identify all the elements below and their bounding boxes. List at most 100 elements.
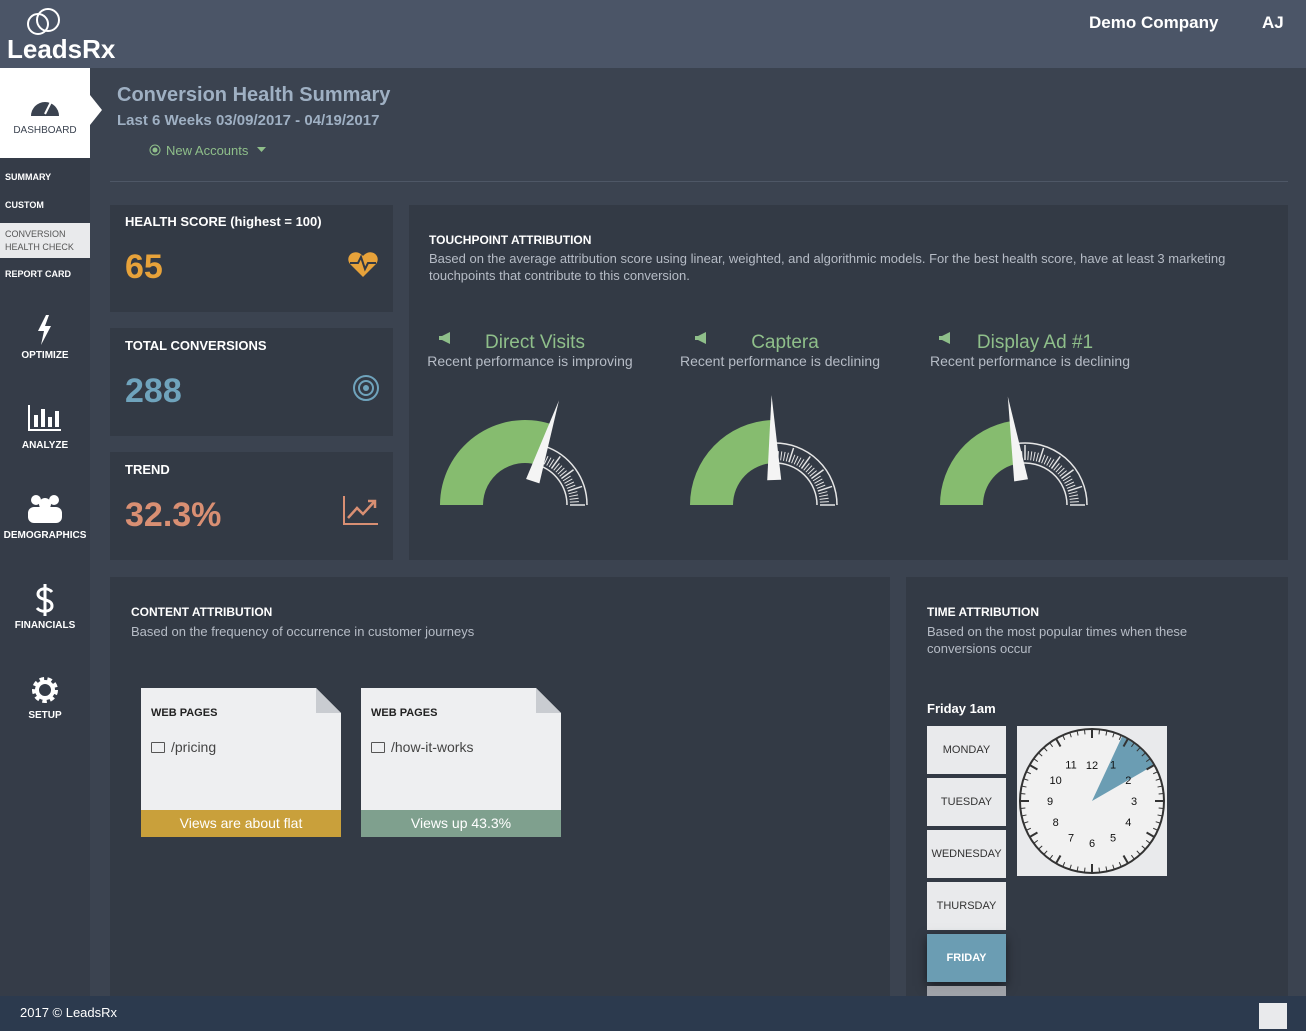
nav-item[interactable]: ANALYZE bbox=[21, 440, 69, 451]
gauge-tick bbox=[557, 467, 565, 475]
target-icon bbox=[353, 375, 379, 401]
gauge-tick bbox=[1038, 447, 1045, 463]
day-button[interactable]: FRIDAY bbox=[927, 934, 1006, 982]
gauge-tick bbox=[1041, 454, 1046, 464]
touchpoint-name: Display Ad #1 bbox=[977, 332, 1093, 353]
gauge-tick bbox=[816, 484, 826, 489]
divider bbox=[110, 181, 1288, 182]
gauge-tick bbox=[1043, 455, 1049, 465]
gauge-fill bbox=[940, 421, 1019, 505]
clock-tick bbox=[1043, 747, 1048, 752]
clock-tick bbox=[1105, 730, 1108, 736]
gauge-tick bbox=[785, 452, 789, 462]
stat-label: TOTAL CONVERSIONS bbox=[125, 338, 267, 353]
dashboard-icon bbox=[31, 101, 59, 116]
day-button[interactable]: THURSDAY bbox=[927, 882, 1006, 930]
stat-label: TREND bbox=[125, 462, 170, 477]
clock-number: 6 bbox=[1089, 838, 1095, 850]
clock-tick bbox=[1130, 854, 1135, 860]
nav-item[interactable]: DEMOGRAPHICS bbox=[3, 530, 87, 541]
gauge-tick bbox=[812, 475, 821, 482]
stat-value: 288 bbox=[125, 372, 182, 410]
gauge-tick bbox=[819, 494, 829, 498]
gauge-tick bbox=[815, 481, 825, 487]
subnav-item[interactable]: CONVERSION HEALTH CHECK bbox=[5, 229, 74, 252]
gauge-ring bbox=[773, 442, 838, 506]
panel-description: Based on the most popular times when the… bbox=[927, 624, 1188, 656]
header bbox=[0, 0, 1306, 68]
clock-tick bbox=[1141, 845, 1146, 850]
clock-tick bbox=[1021, 814, 1027, 817]
gauge-tick bbox=[1048, 459, 1055, 468]
gauge-tick bbox=[550, 456, 561, 470]
touchpoint-name: Direct Visits bbox=[485, 332, 585, 353]
panel-description: Based on the frequency of occurrence in … bbox=[131, 624, 475, 639]
nav-item[interactable]: OPTIMIZE bbox=[21, 350, 69, 361]
clock-tick bbox=[1023, 821, 1029, 824]
panel-description: Based on the average attribution score u… bbox=[429, 251, 1226, 283]
clock-tick bbox=[1023, 778, 1029, 781]
scroll-button[interactable] bbox=[1259, 1003, 1287, 1029]
clock-tick bbox=[1076, 866, 1079, 872]
clock-number: 1 bbox=[1110, 760, 1116, 772]
page-title: Conversion Health Summary bbox=[117, 84, 391, 106]
clock-tick bbox=[1020, 807, 1026, 810]
clock-tick bbox=[1158, 807, 1164, 810]
stat-value: 32.3% bbox=[125, 496, 222, 534]
gauge-needle bbox=[767, 395, 782, 481]
clock-tick bbox=[1069, 864, 1072, 870]
clock-tick bbox=[1029, 831, 1038, 838]
clock-tick bbox=[1021, 785, 1027, 788]
setup-icon bbox=[32, 677, 58, 703]
user-menu[interactable]: AJ bbox=[1262, 13, 1284, 32]
nav-item[interactable]: DASHBOARD bbox=[13, 125, 77, 136]
gauge-ring bbox=[543, 445, 588, 506]
nav-item[interactable]: FINANCIALS bbox=[14, 620, 76, 631]
stat-card bbox=[110, 205, 393, 312]
subnav-item[interactable]: REPORT CARD bbox=[5, 269, 72, 279]
gauge-tick bbox=[565, 481, 575, 487]
filter-dropdown[interactable]: New Accounts bbox=[166, 143, 249, 158]
gauge-ring bbox=[537, 464, 568, 506]
day-button[interactable]: WEDNESDAY bbox=[927, 830, 1006, 878]
clock-tick bbox=[1118, 735, 1122, 740]
gauge-tick bbox=[568, 491, 578, 495]
filter-icon bbox=[149, 144, 161, 156]
company-menu[interactable]: Demo Company bbox=[1089, 13, 1219, 32]
page-subtitle: Last 6 Weeks 03/09/2017 - 04/19/2017 bbox=[117, 112, 380, 129]
gauge-tick bbox=[819, 501, 829, 503]
gauge-tick bbox=[788, 447, 795, 463]
gauge-tick bbox=[569, 501, 579, 503]
logo[interactable]: LeadsRx bbox=[7, 34, 116, 64]
subnav-item[interactable]: SUMMARY bbox=[5, 172, 52, 182]
clock-tick bbox=[1055, 738, 1062, 747]
subnav-active bbox=[0, 223, 90, 258]
gauge-tick bbox=[803, 463, 810, 471]
clock-number: 5 bbox=[1110, 832, 1116, 844]
subnav-item[interactable]: CUSTOM bbox=[5, 200, 44, 210]
clock-tick bbox=[1062, 862, 1066, 867]
gauge-tick bbox=[553, 463, 560, 471]
megaphone-icon bbox=[939, 332, 950, 344]
day-button[interactable]: SATURDAY bbox=[927, 986, 1006, 996]
clock-tick bbox=[1155, 821, 1161, 824]
clock-tick bbox=[1118, 862, 1122, 867]
clock-number: 8 bbox=[1053, 817, 1059, 829]
touchpoint-note: Recent performance is declining bbox=[680, 353, 880, 369]
gauge-tick bbox=[818, 491, 828, 495]
nav-item[interactable]: SETUP bbox=[28, 710, 62, 721]
clock-tick bbox=[1105, 866, 1108, 872]
copyright: 2017 © LeadsRx bbox=[20, 1005, 118, 1020]
gauge-tick bbox=[548, 459, 555, 468]
gauge-tick bbox=[560, 469, 574, 480]
clock-number: 11 bbox=[1065, 760, 1076, 772]
logo-icon bbox=[27, 8, 60, 35]
gauge-tick bbox=[569, 497, 579, 500]
gauge-tick bbox=[1069, 497, 1079, 500]
clock-tick bbox=[1153, 827, 1158, 831]
day-button[interactable]: MONDAY bbox=[927, 726, 1006, 774]
selected-time: Friday 1am bbox=[927, 701, 996, 716]
day-button[interactable]: TUESDAY bbox=[927, 778, 1006, 826]
clock-tick bbox=[1083, 867, 1086, 873]
